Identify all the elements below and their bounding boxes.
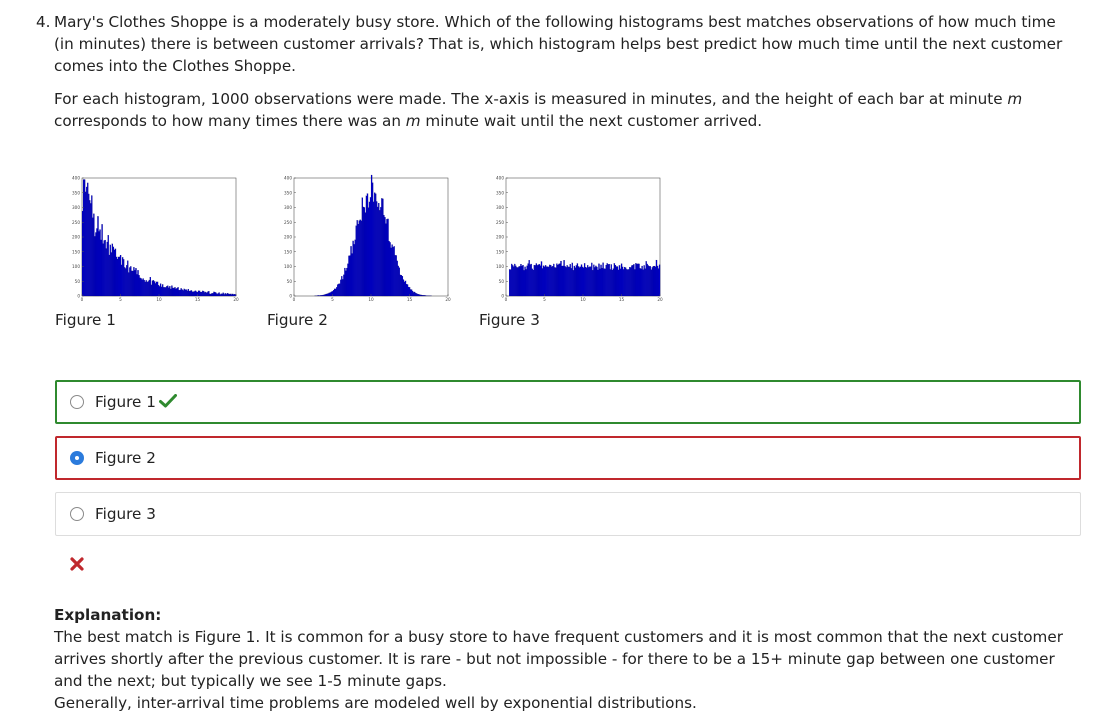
check-icon — [159, 392, 177, 414]
x-tick-label: 15 — [407, 297, 413, 302]
y-tick-label: 100 — [284, 264, 292, 269]
explanation-title: Explanation: — [54, 606, 162, 624]
x-tick-label: 0 — [293, 297, 296, 302]
y-tick-label: 350 — [496, 190, 504, 195]
instructions-part-a: For each histogram, 1000 observations we… — [54, 90, 1008, 108]
question-number: 4. — [36, 13, 51, 31]
figure-2-histogram: 0 50 100 150 200 250 300 350 400 0 5 10 15 20 — [268, 170, 454, 302]
figure-3-histogram: 0 50 100 150 200 250 300 350 400 0 5 10 15 20 — [480, 170, 666, 302]
y-tick-label: 300 — [72, 205, 80, 210]
radio-button[interactable] — [70, 395, 84, 409]
x-tick-label: 5 — [331, 297, 334, 302]
y-tick-label: 300 — [496, 205, 504, 210]
x-tick-label: 10 — [580, 297, 586, 302]
y-tick-label: 400 — [496, 176, 504, 181]
figure-1-histogram: 0 50 100 150 200 250 300 350 400 0 5 10 15 20 — [56, 170, 242, 302]
y-tick-label: 250 — [496, 220, 504, 225]
explanation: Explanation: The best match is Figure 1.… — [54, 604, 1074, 714]
y-tick-label: 150 — [72, 249, 80, 254]
y-tick-label: 0 — [501, 294, 504, 299]
histogram-bar — [658, 264, 661, 297]
histogram-bar — [218, 292, 220, 297]
y-tick-label: 0 — [77, 294, 80, 299]
x-tick-label: 0 — [81, 297, 84, 302]
y-tick-label: 200 — [284, 235, 292, 240]
explanation-body: The best match is Figure 1. It is common… — [54, 628, 1063, 690]
y-tick-label: 50 — [499, 279, 505, 284]
instructions-part-b: corresponds to how many times there was … — [54, 112, 406, 130]
y-tick-label: 150 — [496, 249, 504, 254]
option-label: Figure 2 — [95, 449, 156, 467]
y-tick-label: 100 — [72, 264, 80, 269]
radio-button[interactable] — [70, 507, 84, 521]
x-tick-label: 5 — [543, 297, 546, 302]
y-tick-label: 350 — [284, 190, 292, 195]
figure-3-caption: Figure 3 — [479, 311, 540, 329]
question-instructions: For each histogram, 1000 observations we… — [54, 88, 1074, 132]
x-tick-label: 15 — [195, 297, 201, 302]
question-text: Mary's Clothes Shoppe is a moderately bu… — [54, 13, 1063, 75]
explanation-conclusion: Generally, inter-arrival time problems a… — [54, 694, 697, 712]
x-tick-label: 5 — [119, 297, 122, 302]
y-tick-label: 350 — [72, 190, 80, 195]
option-label: Figure 1 — [95, 393, 156, 411]
x-tick-label: 20 — [233, 297, 239, 302]
x-tick-label: 20 — [657, 297, 663, 302]
answer-option-figure-3[interactable]: Figure 3 — [55, 492, 1081, 536]
y-tick-label: 250 — [72, 220, 80, 225]
y-tick-label: 50 — [287, 279, 293, 284]
instructions-part-c: minute wait until the next customer arri… — [420, 112, 763, 130]
variable-m: m — [405, 112, 421, 130]
y-tick-label: 150 — [284, 249, 292, 254]
figure-1-caption: Figure 1 — [55, 311, 116, 329]
radio-button-selected[interactable] — [70, 451, 84, 465]
histogram-bar — [208, 291, 210, 297]
x-tick-label: 20 — [445, 297, 451, 302]
y-tick-label: 200 — [72, 235, 80, 240]
figure-2-caption: Figure 2 — [267, 311, 328, 329]
y-tick-label: 250 — [284, 220, 292, 225]
x-tick-label: 10 — [156, 297, 162, 302]
x-icon — [70, 555, 84, 577]
y-tick-label: 200 — [496, 235, 504, 240]
answer-option-figure-1[interactable]: Figure 1 — [55, 380, 1081, 424]
y-tick-label: 0 — [289, 294, 292, 299]
y-tick-label: 400 — [72, 176, 80, 181]
x-tick-label: 10 — [368, 297, 374, 302]
answer-option-figure-2[interactable]: Figure 2 — [55, 436, 1081, 480]
option-label: Figure 3 — [95, 505, 156, 523]
variable-m: m — [1007, 90, 1023, 108]
y-tick-label: 300 — [284, 205, 292, 210]
x-tick-label: 0 — [505, 297, 508, 302]
y-tick-label: 100 — [496, 264, 504, 269]
y-tick-label: 50 — [75, 279, 81, 284]
x-tick-label: 15 — [619, 297, 625, 302]
y-tick-label: 400 — [284, 176, 292, 181]
